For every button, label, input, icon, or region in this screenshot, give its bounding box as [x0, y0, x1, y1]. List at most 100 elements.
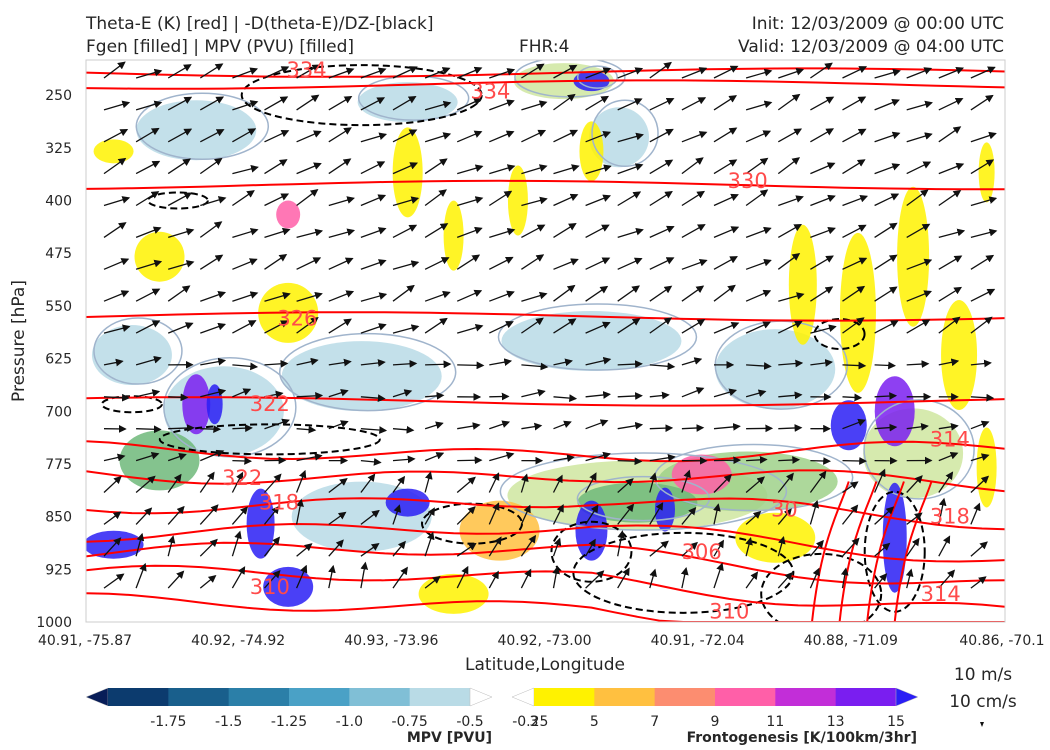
wind-vector — [264, 320, 289, 334]
wind-vector — [232, 165, 259, 175]
wind-vector — [424, 132, 452, 143]
wind-vector — [103, 511, 122, 525]
wind-vector — [970, 131, 997, 143]
wind-vector — [681, 190, 705, 207]
plot-frame — [85, 59, 1006, 623]
x-axis-ticks: 40.91, -75.87 40.92, -74.92 40.93, -73.96 4… — [38, 633, 1045, 649]
colorbar-swatch — [534, 688, 595, 706]
gradient-contour — [813, 317, 866, 350]
wind-vector — [585, 538, 596, 557]
wind-vector — [874, 193, 900, 207]
wind-vector — [874, 163, 901, 175]
wind-vector — [938, 452, 959, 462]
wind-vector — [713, 423, 741, 431]
wind-vector — [457, 323, 484, 334]
wind-vector — [617, 457, 643, 466]
wind-vector — [199, 63, 224, 79]
colorbar-swatch — [409, 688, 471, 706]
theta-e-line — [86, 179, 1005, 191]
wind-vector — [906, 319, 931, 334]
filled-region — [206, 384, 223, 425]
wind-vector — [617, 567, 630, 589]
colorbar-extend-low — [85, 687, 109, 707]
wind-vector — [938, 228, 966, 239]
wind-vector — [296, 228, 324, 239]
wind-vector — [521, 100, 548, 111]
wind-vector — [874, 468, 886, 493]
wind-vector — [970, 420, 990, 430]
wind-vector — [296, 317, 319, 334]
wind-vector — [135, 507, 153, 525]
theta-e-line — [86, 469, 1005, 493]
wind-vector — [778, 424, 803, 432]
wind-vector — [296, 189, 319, 207]
wind-vector — [425, 360, 452, 369]
wind-vector — [135, 226, 162, 239]
wind-vector — [424, 575, 441, 589]
colorbar-tick-label: 11 — [766, 714, 784, 730]
wind-vector — [906, 189, 929, 207]
wind-vector — [360, 394, 386, 402]
wind-vector — [103, 100, 131, 111]
wind-vector — [296, 453, 323, 462]
wind-vector — [520, 568, 532, 589]
wind-vector — [553, 454, 575, 463]
wind-vector — [296, 64, 321, 79]
wind-vector — [842, 317, 865, 334]
wind-vector — [938, 316, 961, 334]
wind-vector — [777, 223, 803, 238]
wind-vector — [263, 536, 281, 557]
filled-region — [735, 512, 816, 563]
wind-vector — [135, 532, 145, 557]
wind-vector — [585, 356, 612, 366]
wind-vector — [713, 503, 721, 525]
wind-vector — [906, 290, 933, 302]
gray-contour — [278, 332, 457, 412]
wind-vector — [842, 537, 860, 557]
wind-vector — [103, 358, 124, 367]
wind-vector — [296, 357, 319, 366]
wind-vector — [489, 227, 516, 239]
gradient-contour — [240, 64, 483, 127]
wind-vector — [489, 358, 513, 366]
wind-vector — [424, 189, 447, 207]
wind-vector — [778, 68, 805, 79]
filled-region — [579, 121, 604, 182]
wind-vector — [264, 130, 290, 143]
wind-vector — [874, 392, 898, 400]
wind-vector — [103, 196, 131, 207]
wind-vector — [360, 457, 382, 466]
wind-key-arrow — [980, 722, 984, 727]
wind-vector — [520, 534, 537, 557]
theta-e-line — [86, 592, 1005, 622]
wind-vector — [489, 290, 515, 302]
wind-vector — [649, 285, 673, 302]
wind-vector — [553, 64, 578, 79]
filled-region — [91, 325, 172, 386]
wind-vector — [649, 225, 675, 238]
filled-region — [671, 454, 732, 495]
wind-vector — [456, 226, 483, 239]
wind-vector — [264, 418, 290, 430]
wind-vector — [874, 222, 898, 238]
wind-vector — [360, 194, 387, 207]
wind-vector — [617, 163, 644, 175]
y-tick-label: 550 — [45, 299, 72, 315]
wind-vector — [840, 567, 849, 589]
wind-vector — [970, 288, 996, 302]
wind-vector — [970, 316, 993, 334]
filled-region — [86, 530, 144, 559]
title-right-line2: Valid: 12/03/2009 @ 04:00 UTC — [738, 37, 1004, 57]
wind-vector — [938, 97, 964, 111]
wind-vector — [103, 290, 130, 302]
gray-contour — [499, 452, 788, 531]
filled-region — [136, 100, 257, 161]
wind-vector — [553, 223, 577, 238]
wind-vector — [842, 257, 868, 270]
wind-vector — [457, 422, 481, 430]
wind-vector — [264, 390, 284, 399]
colorbar-tick-label: 7 — [650, 714, 659, 730]
wind-vector — [521, 63, 545, 79]
wind-vector — [264, 193, 290, 207]
wind-vector — [809, 470, 827, 493]
